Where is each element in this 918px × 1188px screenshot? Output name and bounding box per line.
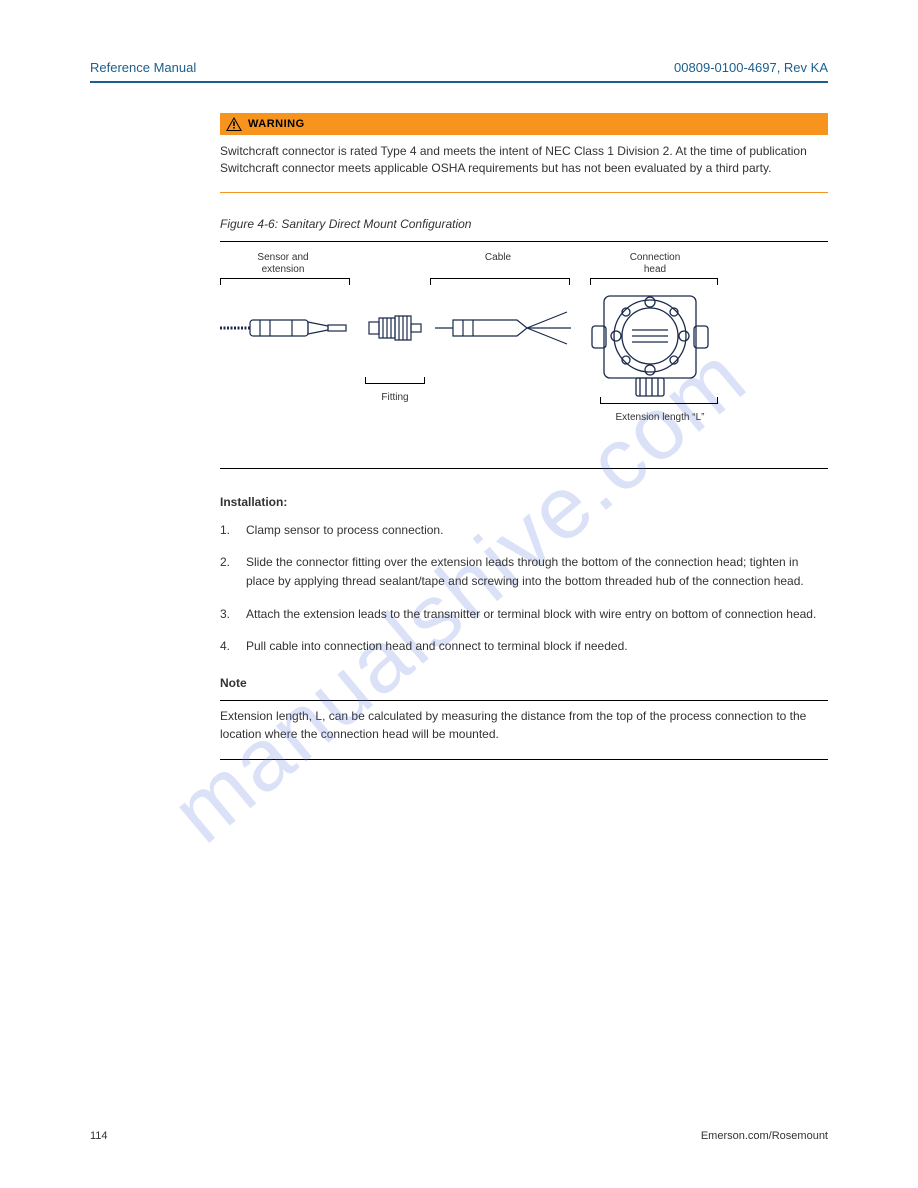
drawing-sensor — [220, 308, 355, 353]
warning-icon — [226, 117, 242, 131]
step-num: 4. — [220, 637, 230, 656]
figure-area: Sensor andextension Cable Connectionhead… — [220, 248, 828, 458]
step-num: 2. — [220, 553, 230, 572]
warning-bar: WARNING — [220, 113, 828, 135]
warning-bottom-rule — [220, 192, 828, 193]
label-head: Connectionhead — [600, 252, 710, 276]
figure-bottom-rule — [220, 468, 828, 469]
bracket-sensor — [220, 278, 350, 279]
header-right: 00809-0100-4697, Rev KA — [674, 60, 828, 75]
drawing-cable — [435, 306, 575, 355]
figure-title: Figure 4-6: Sanitary Direct Mount Config… — [220, 217, 828, 231]
note-heading: Note — [220, 676, 828, 690]
step-num: 1. — [220, 521, 230, 540]
bracket-head — [590, 278, 718, 279]
step-1: 1. Clamp sensor to process connection. — [220, 521, 828, 540]
steps-list: 1. Clamp sensor to process connection. 2.… — [220, 521, 828, 656]
drawing-fitting — [365, 308, 425, 353]
step-text: Attach the extension leads to the transm… — [246, 607, 816, 621]
content-column: WARNING Switchcraft connector is rated T… — [220, 113, 828, 760]
bracket-fitting — [365, 383, 425, 384]
bracket-cable — [430, 278, 570, 279]
label-cable: Cable — [438, 252, 558, 264]
note-bottom-rule — [220, 759, 828, 760]
section-heading: Installation: — [220, 495, 828, 509]
warning-text: Switchcraft connector is rated Type 4 an… — [220, 143, 828, 178]
label-sensor-ext: Sensor andextension — [228, 252, 338, 276]
page-footer: 114 Emerson.com/Rosemount — [90, 1130, 828, 1142]
figure-number: Figure 4-6: — [220, 217, 278, 231]
note-top-rule — [220, 700, 828, 701]
label-extlen: Extension length “L” — [590, 412, 730, 424]
warning-label: WARNING — [248, 118, 305, 130]
step-2: 2. Slide the connector fitting over the e… — [220, 553, 828, 590]
step-3: 3. Attach the extension leads to the tran… — [220, 605, 828, 624]
note-body: Extension length, L, can be calculated b… — [220, 707, 828, 743]
figure-top-rule — [220, 241, 828, 242]
header-left: Reference Manual — [90, 60, 196, 75]
step-text: Pull cable into connection head and conn… — [246, 639, 628, 653]
step-num: 3. — [220, 605, 230, 624]
drawing-head — [590, 282, 720, 407]
page-header: Reference Manual 00809-0100-4697, Rev KA — [90, 60, 828, 83]
footer-url: Emerson.com/Rosemount — [701, 1130, 828, 1142]
label-fitting: Fitting — [360, 392, 430, 404]
footer-page-number: 114 — [90, 1130, 108, 1142]
step-text: Clamp sensor to process connection. — [246, 523, 443, 537]
figure-caption: Sanitary Direct Mount Configuration — [281, 217, 471, 231]
step-4: 4. Pull cable into connection head and co… — [220, 637, 828, 656]
step-text: Slide the connector fitting over the ext… — [246, 555, 804, 588]
